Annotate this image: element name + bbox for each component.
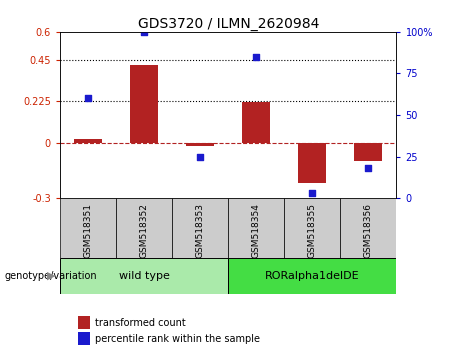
Text: wild type: wild type: [118, 271, 170, 281]
Text: GSM518351: GSM518351: [83, 203, 93, 258]
Point: [365, 165, 372, 171]
Bar: [340, 198, 396, 258]
Point: [253, 54, 260, 59]
Text: RORalpha1delDE: RORalpha1delDE: [265, 271, 360, 281]
Point: [309, 190, 316, 196]
Bar: [284, 198, 340, 258]
Bar: [172, 198, 228, 258]
Bar: [228, 258, 396, 294]
Bar: [355, 143, 383, 161]
Bar: [242, 102, 270, 143]
Text: percentile rank within the sample: percentile rank within the sample: [95, 334, 260, 344]
Bar: [60, 258, 228, 294]
Text: genotype/variation: genotype/variation: [5, 271, 97, 281]
Text: GSM518352: GSM518352: [140, 203, 148, 258]
Bar: [74, 139, 102, 143]
Text: transformed count: transformed count: [95, 318, 185, 328]
Bar: [228, 198, 284, 258]
Title: GDS3720 / ILMN_2620984: GDS3720 / ILMN_2620984: [137, 17, 319, 31]
Text: ▶: ▶: [47, 271, 55, 281]
Point: [140, 29, 148, 35]
Point: [84, 96, 92, 101]
Bar: [116, 198, 172, 258]
Text: GSM518355: GSM518355: [308, 203, 317, 258]
Text: GSM518353: GSM518353: [195, 203, 205, 258]
Bar: [186, 143, 214, 147]
Text: GSM518356: GSM518356: [364, 203, 373, 258]
Bar: [60, 198, 116, 258]
Bar: [130, 65, 158, 143]
Bar: [298, 143, 326, 183]
Text: GSM518354: GSM518354: [252, 203, 261, 258]
Point: [196, 154, 204, 160]
